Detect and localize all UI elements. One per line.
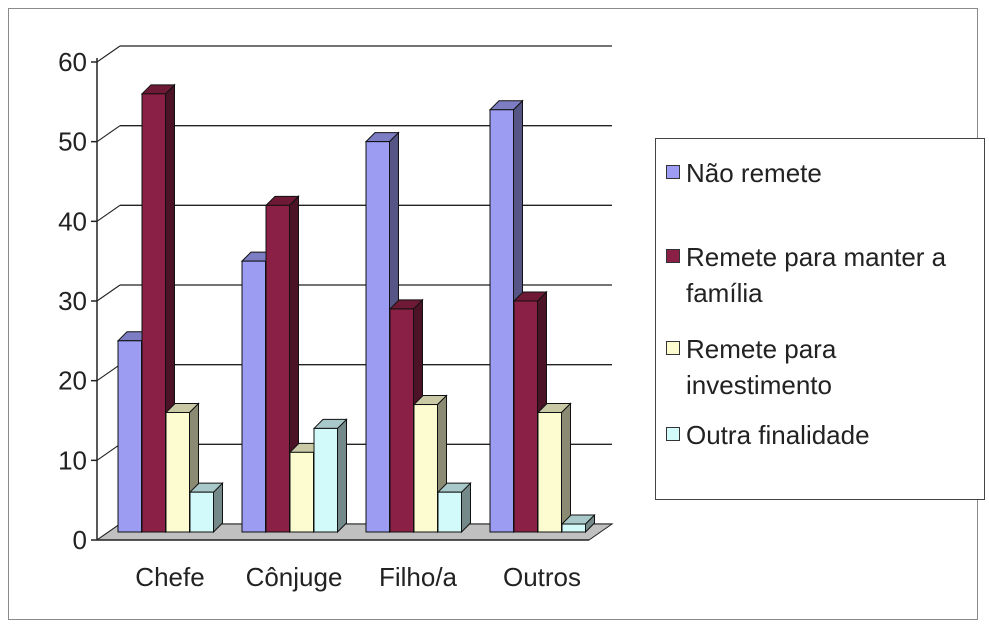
bar xyxy=(289,451,314,533)
bar xyxy=(265,204,290,533)
y-tick-label: 60 xyxy=(58,47,87,77)
legend-item-remete-investimento: Remete para investimento xyxy=(666,331,986,403)
y-tick-label: 10 xyxy=(58,445,87,475)
bar xyxy=(413,404,438,533)
y-tick-label: 20 xyxy=(58,366,87,396)
x-tick-label: Filho/a xyxy=(379,562,458,592)
legend-swatch xyxy=(666,341,680,355)
x-tick-label: Outros xyxy=(503,562,581,592)
gridline-side xyxy=(96,45,121,63)
bar-side xyxy=(337,418,347,534)
bar xyxy=(141,93,166,533)
bar xyxy=(389,308,414,533)
bar xyxy=(437,491,462,533)
y-tick-label: 30 xyxy=(58,286,87,316)
bar xyxy=(537,412,562,533)
gridline-side xyxy=(96,204,121,222)
gridline-side xyxy=(96,125,121,143)
bar xyxy=(365,141,390,533)
legend-item-nao-remete: Não remete xyxy=(666,155,986,191)
bar xyxy=(313,427,338,533)
legend-label: Outra finalidade xyxy=(686,420,870,450)
x-tick-label: Cônjuge xyxy=(246,562,343,592)
y-tick-label: 0 xyxy=(73,525,87,555)
legend-swatch xyxy=(666,165,680,179)
y-tick-label: 40 xyxy=(58,206,87,236)
bar xyxy=(189,491,214,533)
gridline-side xyxy=(96,443,121,461)
bar xyxy=(513,300,538,533)
gridline-side xyxy=(96,284,121,302)
y-tick-label: 50 xyxy=(58,127,87,157)
x-tick-label: Chefe xyxy=(135,562,204,592)
gridline-side xyxy=(96,364,121,382)
legend-swatch xyxy=(666,427,680,441)
bar xyxy=(165,412,190,533)
legend-item-outra-finalidade: Outra finalidade xyxy=(666,417,986,453)
legend-item-remete-manter: Remete para manter a família xyxy=(666,239,986,311)
chart-legend: Não remete Remete para manter a família … xyxy=(655,138,985,500)
legend-label: Não remete xyxy=(686,158,822,188)
bar xyxy=(241,260,266,533)
bar xyxy=(489,109,514,533)
bar xyxy=(561,523,586,533)
bar-side xyxy=(561,402,571,534)
legend-swatch xyxy=(666,249,680,263)
legend-label: Remete para investimento xyxy=(686,334,837,400)
legend-label: Remete para manter a família xyxy=(686,242,947,308)
bar xyxy=(117,340,142,533)
